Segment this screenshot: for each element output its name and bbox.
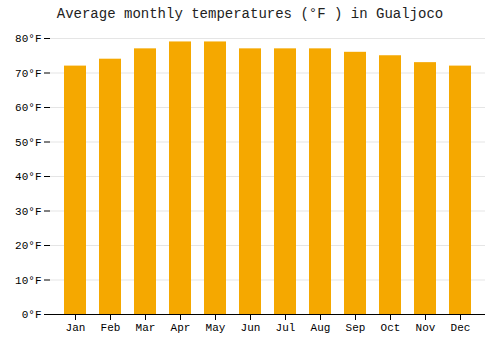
svg-text:Feb: Feb [101, 322, 121, 334]
svg-text:20°F: 20°F [15, 240, 41, 252]
svg-text:Nov: Nov [416, 322, 436, 334]
svg-text:80°F: 80°F [15, 33, 41, 45]
svg-text:0°F: 0°F [22, 309, 42, 321]
svg-text:Apr: Apr [171, 322, 191, 334]
svg-text:50°F: 50°F [15, 137, 41, 149]
svg-text:Aug: Aug [311, 322, 331, 334]
svg-text:Oct: Oct [381, 322, 401, 334]
svg-text:May: May [206, 322, 226, 334]
svg-text:40°F: 40°F [15, 171, 41, 183]
svg-text:Sep: Sep [346, 322, 366, 334]
svg-text:30°F: 30°F [15, 206, 41, 218]
svg-text:60°F: 60°F [15, 102, 41, 114]
svg-text:10°F: 10°F [15, 275, 41, 287]
svg-text:Dec: Dec [451, 322, 471, 334]
svg-text:Mar: Mar [136, 322, 156, 334]
svg-text:Jan: Jan [66, 322, 86, 334]
svg-text:Jul: Jul [276, 322, 296, 334]
svg-text:70°F: 70°F [15, 68, 41, 80]
svg-text:Jun: Jun [241, 322, 261, 334]
html-text:Average monthly temperatures (: Average monthly temperatures (°F ) in Gu… [56, 6, 444, 22]
